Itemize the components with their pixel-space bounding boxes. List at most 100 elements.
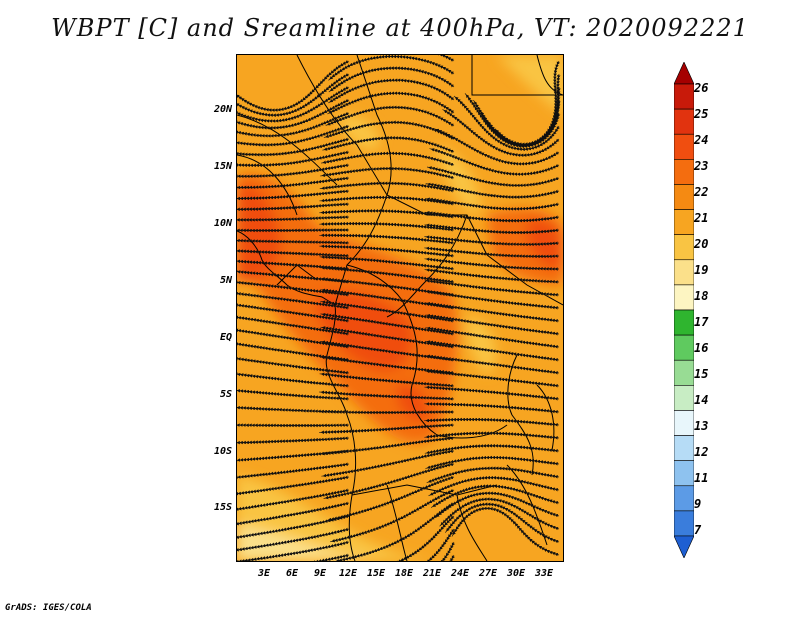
credit-text: GrADS: IGES/COLA	[5, 603, 92, 613]
colorbar-label-9: 9	[694, 497, 702, 511]
lon-label-3e: 3E	[257, 568, 271, 579]
colorbar-label-18: 18	[694, 289, 709, 303]
colorbar-segment	[674, 159, 694, 185]
streamline	[424, 444, 560, 455]
colorbar-segment	[674, 133, 694, 160]
streamline	[237, 372, 350, 388]
streamline	[291, 553, 350, 561]
streamline	[320, 166, 455, 180]
colorbar-label-13: 13	[694, 419, 709, 433]
colorbar-label-7: 7	[694, 523, 702, 537]
streamline	[322, 136, 455, 154]
streamline	[325, 105, 455, 127]
streamline	[448, 554, 455, 561]
streamline	[237, 215, 350, 222]
lat-label-5n: 5N	[219, 275, 232, 286]
colorbar-label-20: 20	[694, 237, 709, 251]
colorbar-segment	[674, 259, 694, 286]
streamline	[237, 176, 350, 190]
colorbar-segment	[674, 184, 694, 210]
colorbar-label-14: 14	[694, 393, 709, 407]
streamline	[440, 541, 456, 561]
streamline	[319, 233, 455, 245]
colorbar-segment	[674, 209, 694, 235]
lon-label-30e: 30E	[506, 568, 526, 579]
colorbar-label-24: 24	[694, 133, 709, 147]
colorbar-segment	[674, 83, 694, 110]
streamline	[237, 423, 350, 428]
colorbar	[674, 62, 694, 558]
colorbar-label-16: 16	[694, 341, 709, 355]
streamline	[237, 202, 350, 212]
lon-label-21e: 21E	[422, 568, 442, 579]
streamline	[237, 449, 350, 463]
lon-label-12e: 12E	[338, 568, 358, 579]
lat-label-10s: 10S	[213, 446, 232, 457]
streamline	[237, 238, 350, 245]
colorbar-segment	[674, 435, 694, 461]
streamline	[319, 244, 455, 258]
lat-label-15n: 15N	[213, 161, 232, 172]
lat-label-10n: 10N	[213, 218, 232, 229]
lat-label-20n: 20N	[213, 104, 232, 115]
lon-label-15e: 15E	[366, 568, 386, 579]
lon-label-9e: 9E	[313, 568, 327, 579]
colorbar-cap-bottom	[674, 535, 694, 558]
streamline	[451, 506, 560, 557]
streamline	[424, 417, 560, 427]
colorbar-label-15: 15	[694, 367, 709, 381]
colorbar-segment	[674, 410, 694, 436]
streamline	[323, 120, 455, 140]
lat-label-5s: 5S	[219, 389, 232, 400]
streamline	[319, 221, 455, 232]
colorbar-label-19: 19	[694, 263, 709, 277]
streamline	[319, 423, 455, 434]
colorbar-label-17: 17	[694, 315, 709, 329]
colorbar-segment	[674, 510, 694, 537]
lat-label-15s: 15S	[213, 502, 232, 513]
colorbar-label-26: 26	[694, 81, 709, 95]
streamline	[424, 385, 560, 401]
streamline	[237, 249, 350, 258]
colorbar-segment	[674, 460, 694, 487]
lon-label-27e: 27E	[478, 568, 498, 579]
colorbar-segment	[674, 334, 694, 361]
lon-label-6e: 6E	[285, 568, 299, 579]
map-panel	[236, 54, 564, 562]
streamline	[237, 405, 350, 414]
colorbar-segment	[674, 108, 694, 135]
streamlines	[237, 55, 561, 561]
colorbar-segment	[674, 359, 694, 386]
colorbar-label-25: 25	[694, 107, 709, 121]
streamline	[424, 402, 560, 414]
streamline	[319, 209, 455, 219]
colorbar-cap-top	[674, 62, 694, 85]
lon-label-18e: 18E	[394, 568, 414, 579]
streamline	[426, 466, 560, 484]
colorbar-segment	[674, 284, 694, 311]
colorbar-segment	[674, 234, 694, 261]
wbpt-field	[237, 55, 563, 561]
streamline	[321, 151, 455, 167]
streamline	[237, 228, 349, 233]
streamline	[237, 436, 350, 445]
lon-label-24e: 24E	[450, 568, 470, 579]
lat-label-eq: EQ	[219, 332, 232, 343]
streamline	[424, 431, 560, 440]
chart-title: WBPT [C] and Sreamline at 400hPa, VT: 20…	[51, 14, 749, 42]
colorbar-segment	[674, 485, 694, 512]
colorbar-label-23: 23	[694, 159, 709, 173]
streamline	[319, 181, 455, 193]
streamline	[237, 356, 350, 375]
streamline	[319, 195, 455, 206]
colorbar-segment	[674, 309, 694, 336]
colorbar-segment	[674, 385, 694, 411]
lon-label-33e: 33E	[534, 568, 554, 579]
colorbar-label-22: 22	[694, 185, 709, 199]
colorbar-label-12: 12	[694, 445, 709, 459]
colorbar-label-21: 21	[694, 211, 709, 225]
colorbar-label-11: 11	[694, 471, 709, 485]
streamline	[327, 91, 455, 115]
streamline	[237, 189, 350, 201]
streamline	[237, 388, 350, 401]
